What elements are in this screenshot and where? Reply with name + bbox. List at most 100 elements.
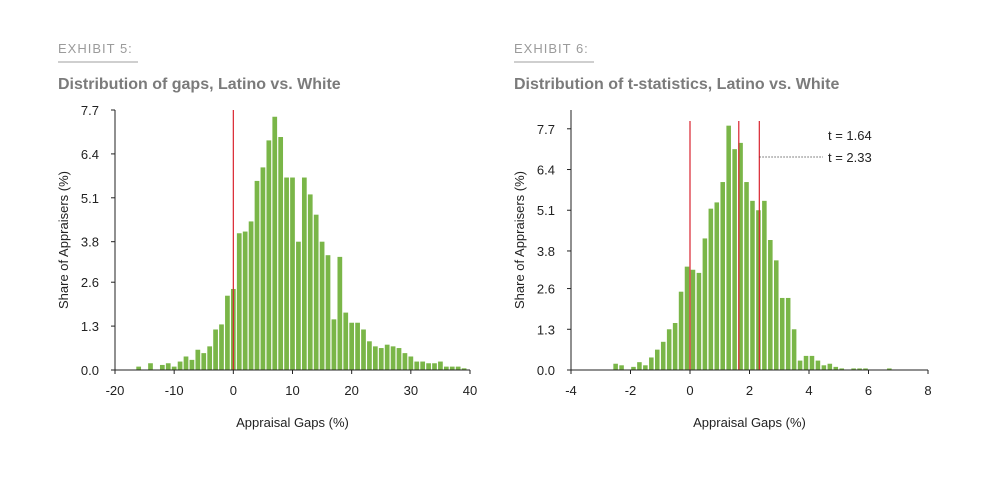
histogram-bar — [278, 137, 284, 370]
y-tick-label: 1.3 — [81, 319, 99, 334]
histogram-bar — [307, 194, 313, 370]
histogram-bar — [821, 365, 827, 370]
x-tick-label: 0 — [230, 383, 237, 398]
x-tick-label: -20 — [106, 383, 125, 398]
histogram-bar — [660, 341, 666, 370]
y-tick-label: 3.8 — [537, 244, 555, 259]
x-tick-label: 8 — [924, 383, 931, 398]
histogram-bar — [343, 312, 349, 370]
exhibit-6-annotation-t233: t = 2.33 — [828, 150, 872, 165]
y-tick-label: 7.7 — [537, 122, 555, 137]
histogram-bar — [260, 167, 266, 370]
y-tick-label: 7.7 — [81, 103, 99, 118]
histogram-bar — [678, 291, 684, 370]
histogram-bar — [337, 256, 343, 370]
histogram-bar — [236, 233, 242, 370]
histogram-bar — [637, 362, 642, 370]
histogram-bar — [708, 208, 714, 370]
histogram-bar — [272, 116, 278, 370]
exhibit-6-x-axis-label: Appraisal Gaps (%) — [693, 415, 806, 430]
histogram-bar — [461, 368, 467, 370]
histogram-bar — [219, 324, 224, 370]
histogram-bar — [195, 349, 201, 370]
histogram-bar — [372, 346, 378, 370]
histogram-bar — [833, 366, 839, 370]
exhibit-5-title: Distribution of gaps, Latino vs. White — [58, 76, 341, 93]
x-tick-label: 40 — [463, 383, 477, 398]
y-tick-label: 0.0 — [537, 363, 555, 378]
exhibit-6-annotation-t164: t = 1.64 — [828, 128, 872, 143]
histogram-bar — [349, 322, 355, 370]
histogram-bar — [851, 368, 856, 370]
histogram-bar — [887, 368, 892, 370]
y-tick-label: 6.4 — [537, 163, 555, 178]
histogram-bar — [384, 344, 390, 370]
histogram-bar — [396, 348, 402, 370]
histogram-bar — [248, 221, 254, 370]
histogram-bar — [827, 363, 833, 370]
x-tick-label: -4 — [565, 383, 577, 398]
x-tick-label: 6 — [865, 383, 872, 398]
histogram-bar — [177, 361, 183, 370]
exhibit-6-bars — [613, 125, 892, 370]
histogram-bar — [136, 366, 142, 370]
histogram-bar — [613, 363, 618, 370]
y-tick-label: 0.0 — [81, 363, 99, 378]
histogram-bar — [797, 360, 803, 370]
histogram-bar — [390, 346, 396, 370]
histogram-bar — [438, 361, 443, 370]
x-tick-label: 20 — [344, 383, 358, 398]
exhibit-6-label: EXHIBIT 6: — [514, 41, 589, 56]
histogram-bar — [325, 255, 331, 370]
exhibit-5-x-axis-label: Appraisal Gaps (%) — [236, 415, 349, 430]
histogram-bar — [296, 241, 301, 370]
x-tick-label: 2 — [746, 383, 753, 398]
histogram-bar — [762, 200, 767, 370]
histogram-bar — [455, 366, 461, 370]
histogram-bar — [355, 322, 360, 370]
histogram-bar — [159, 364, 165, 370]
histogram-bar — [744, 182, 749, 370]
histogram-bar — [266, 140, 272, 370]
y-tick-label: 2.6 — [537, 282, 555, 297]
exhibit-6-chart: -4 -2 0 2 4 6 8 0.0 1.3 2.6 3.8 5.1 6.4 7.7 Appraisal… — [512, 110, 932, 430]
histogram-bar — [201, 353, 207, 370]
histogram-bar — [319, 241, 325, 370]
histogram-bar — [414, 361, 420, 370]
histogram-bar — [189, 359, 195, 370]
histogram-bar — [402, 353, 408, 370]
histogram-bar — [857, 368, 862, 370]
y-tick-label: 2.6 — [81, 275, 99, 290]
histogram-bar — [408, 356, 414, 370]
histogram-bar — [631, 366, 636, 370]
histogram-bar — [290, 177, 295, 370]
exhibit-5-axes: -20 -10 0 10 20 30 40 0.0 1.3 2.6 3.8 5.1 6.4 7.7 — [81, 103, 477, 398]
histogram-bar — [225, 295, 230, 370]
histogram-bar — [301, 177, 307, 370]
histogram-bar — [839, 368, 844, 370]
x-tick-label: 4 — [805, 383, 812, 398]
histogram-bar — [313, 214, 319, 370]
histogram-bar — [726, 125, 731, 370]
x-tick-label: 30 — [404, 383, 418, 398]
histogram-bar — [732, 149, 737, 370]
histogram-bar — [148, 363, 153, 370]
histogram-bar — [367, 341, 372, 370]
exhibit-5-label: EXHIBIT 5: — [58, 41, 133, 56]
x-tick-label: 0 — [686, 383, 693, 398]
histogram-bar — [702, 238, 708, 370]
histogram-bar — [443, 366, 449, 370]
histogram-bar — [420, 361, 426, 370]
histogram-bar — [649, 357, 654, 370]
y-tick-label: 6.4 — [81, 147, 99, 162]
histogram-bar — [619, 365, 624, 370]
y-tick-label: 3.8 — [81, 235, 99, 250]
exhibit-6-axes: -4 -2 0 2 4 6 8 0.0 1.3 2.6 3.8 5.1 6.4 7.7 — [537, 110, 932, 398]
histogram-bar — [809, 355, 815, 370]
histogram-bar — [666, 329, 672, 370]
histogram-bar — [426, 363, 431, 370]
histogram-bar — [449, 366, 455, 370]
histogram-bar — [432, 363, 437, 370]
histogram-bar — [785, 297, 791, 370]
histogram-bar — [803, 355, 809, 370]
